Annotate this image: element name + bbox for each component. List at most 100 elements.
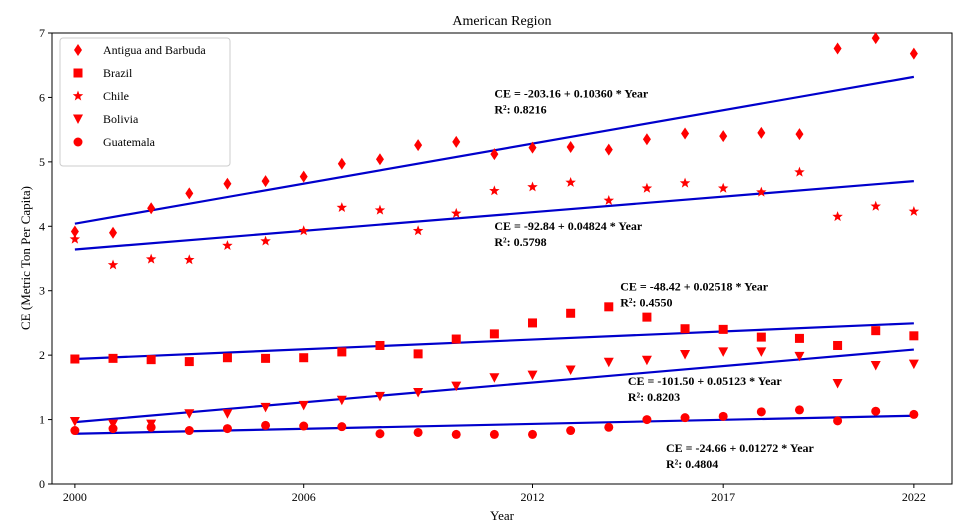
data-point — [528, 429, 538, 439]
legend-entry: Antigua and Barbuda — [103, 43, 206, 57]
data-point — [69, 417, 80, 427]
data-point — [871, 32, 880, 45]
y-axis-title: CE (Metric Ton Per Capita) — [18, 186, 33, 330]
data-point — [641, 182, 653, 193]
data-point — [298, 400, 309, 411]
data-point — [69, 233, 81, 244]
data-point — [756, 332, 766, 342]
trend-equation: CE = -203.16 + 0.10360 * Year — [494, 86, 649, 100]
data-point — [756, 347, 767, 357]
y-tick-label: 2 — [39, 348, 45, 362]
data-point — [909, 409, 919, 419]
trend-equation: CE = -48.42 + 0.02518 * Year — [620, 280, 769, 294]
legend-marker — [73, 68, 83, 78]
data-point — [489, 373, 500, 383]
trend-r2: R²: 0.8203 — [628, 390, 680, 404]
data-point — [413, 388, 424, 398]
data-point — [566, 426, 576, 436]
data-point — [718, 324, 728, 334]
data-point — [108, 424, 118, 434]
y-tick-label: 0 — [39, 477, 45, 491]
y-tick-label: 5 — [39, 155, 45, 169]
data-point — [299, 353, 309, 363]
data-point — [527, 181, 538, 192]
data-point — [642, 415, 652, 425]
data-point — [146, 422, 156, 432]
data-markers — [69, 32, 920, 439]
data-point — [451, 429, 461, 439]
trend-r2: R²: 0.5798 — [494, 235, 546, 249]
data-point — [146, 355, 156, 365]
x-tick-label: 2006 — [292, 490, 316, 504]
data-point — [603, 357, 614, 368]
data-point — [680, 349, 691, 360]
data-point — [260, 402, 271, 413]
data-point — [184, 426, 194, 436]
data-point — [680, 324, 690, 334]
data-point — [604, 302, 614, 312]
trendline-3 — [74, 348, 914, 424]
data-point — [794, 405, 804, 415]
data-point — [795, 128, 804, 141]
data-point — [604, 422, 614, 432]
trend-equation: CE = -101.50 + 0.05123 * Year — [628, 374, 783, 388]
data-point — [909, 331, 919, 341]
data-point — [756, 186, 767, 197]
data-point — [299, 421, 309, 431]
x-tick-label: 2022 — [902, 490, 926, 504]
data-point — [222, 409, 233, 419]
data-point — [679, 177, 691, 188]
data-point — [452, 135, 461, 148]
data-point — [870, 200, 881, 211]
data-point — [757, 126, 766, 139]
x-tick-label: 2000 — [63, 490, 87, 504]
data-point — [832, 211, 843, 222]
trend-r2: R²: 0.4804 — [666, 457, 718, 471]
data-point — [528, 318, 538, 328]
data-point — [375, 340, 385, 350]
data-point — [490, 148, 499, 161]
data-point — [718, 347, 729, 357]
trendline-2 — [74, 322, 914, 361]
data-point — [833, 416, 843, 426]
data-point — [184, 357, 194, 367]
legend-box — [59, 37, 231, 167]
legend-marker — [73, 137, 83, 147]
data-point — [565, 176, 576, 187]
data-point — [184, 254, 195, 265]
data-point — [298, 225, 309, 236]
data-point — [375, 153, 384, 166]
trendline-4 — [74, 414, 914, 435]
x-axis-title: Year — [490, 508, 515, 523]
legend: Antigua and Barbuda Brazil Chile Bolivia Gua… — [59, 37, 231, 167]
legend-entry: Guatemala — [103, 135, 156, 149]
data-point — [719, 130, 728, 143]
data-point — [70, 225, 79, 238]
data-point — [261, 420, 271, 430]
data-point — [604, 143, 613, 156]
data-point — [222, 240, 233, 251]
data-point — [413, 349, 423, 359]
data-point — [909, 47, 918, 60]
data-point — [70, 426, 80, 436]
data-point — [261, 175, 270, 188]
data-point — [641, 355, 652, 366]
data-point — [185, 187, 194, 200]
data-point — [145, 253, 157, 264]
data-point — [832, 378, 843, 389]
data-point — [147, 202, 156, 215]
data-point — [681, 127, 690, 140]
data-point — [489, 329, 499, 339]
data-point — [261, 353, 271, 363]
data-point — [489, 185, 500, 196]
legend-marker — [72, 90, 84, 101]
data-point — [603, 195, 615, 205]
x-tick-label: 2017 — [711, 490, 735, 504]
data-point — [108, 353, 118, 363]
data-point — [833, 42, 842, 55]
data-point — [412, 225, 424, 236]
legend-entry: Brazil — [103, 66, 133, 80]
trend-r2: R²: 0.8216 — [494, 102, 546, 116]
data-point — [222, 424, 232, 434]
